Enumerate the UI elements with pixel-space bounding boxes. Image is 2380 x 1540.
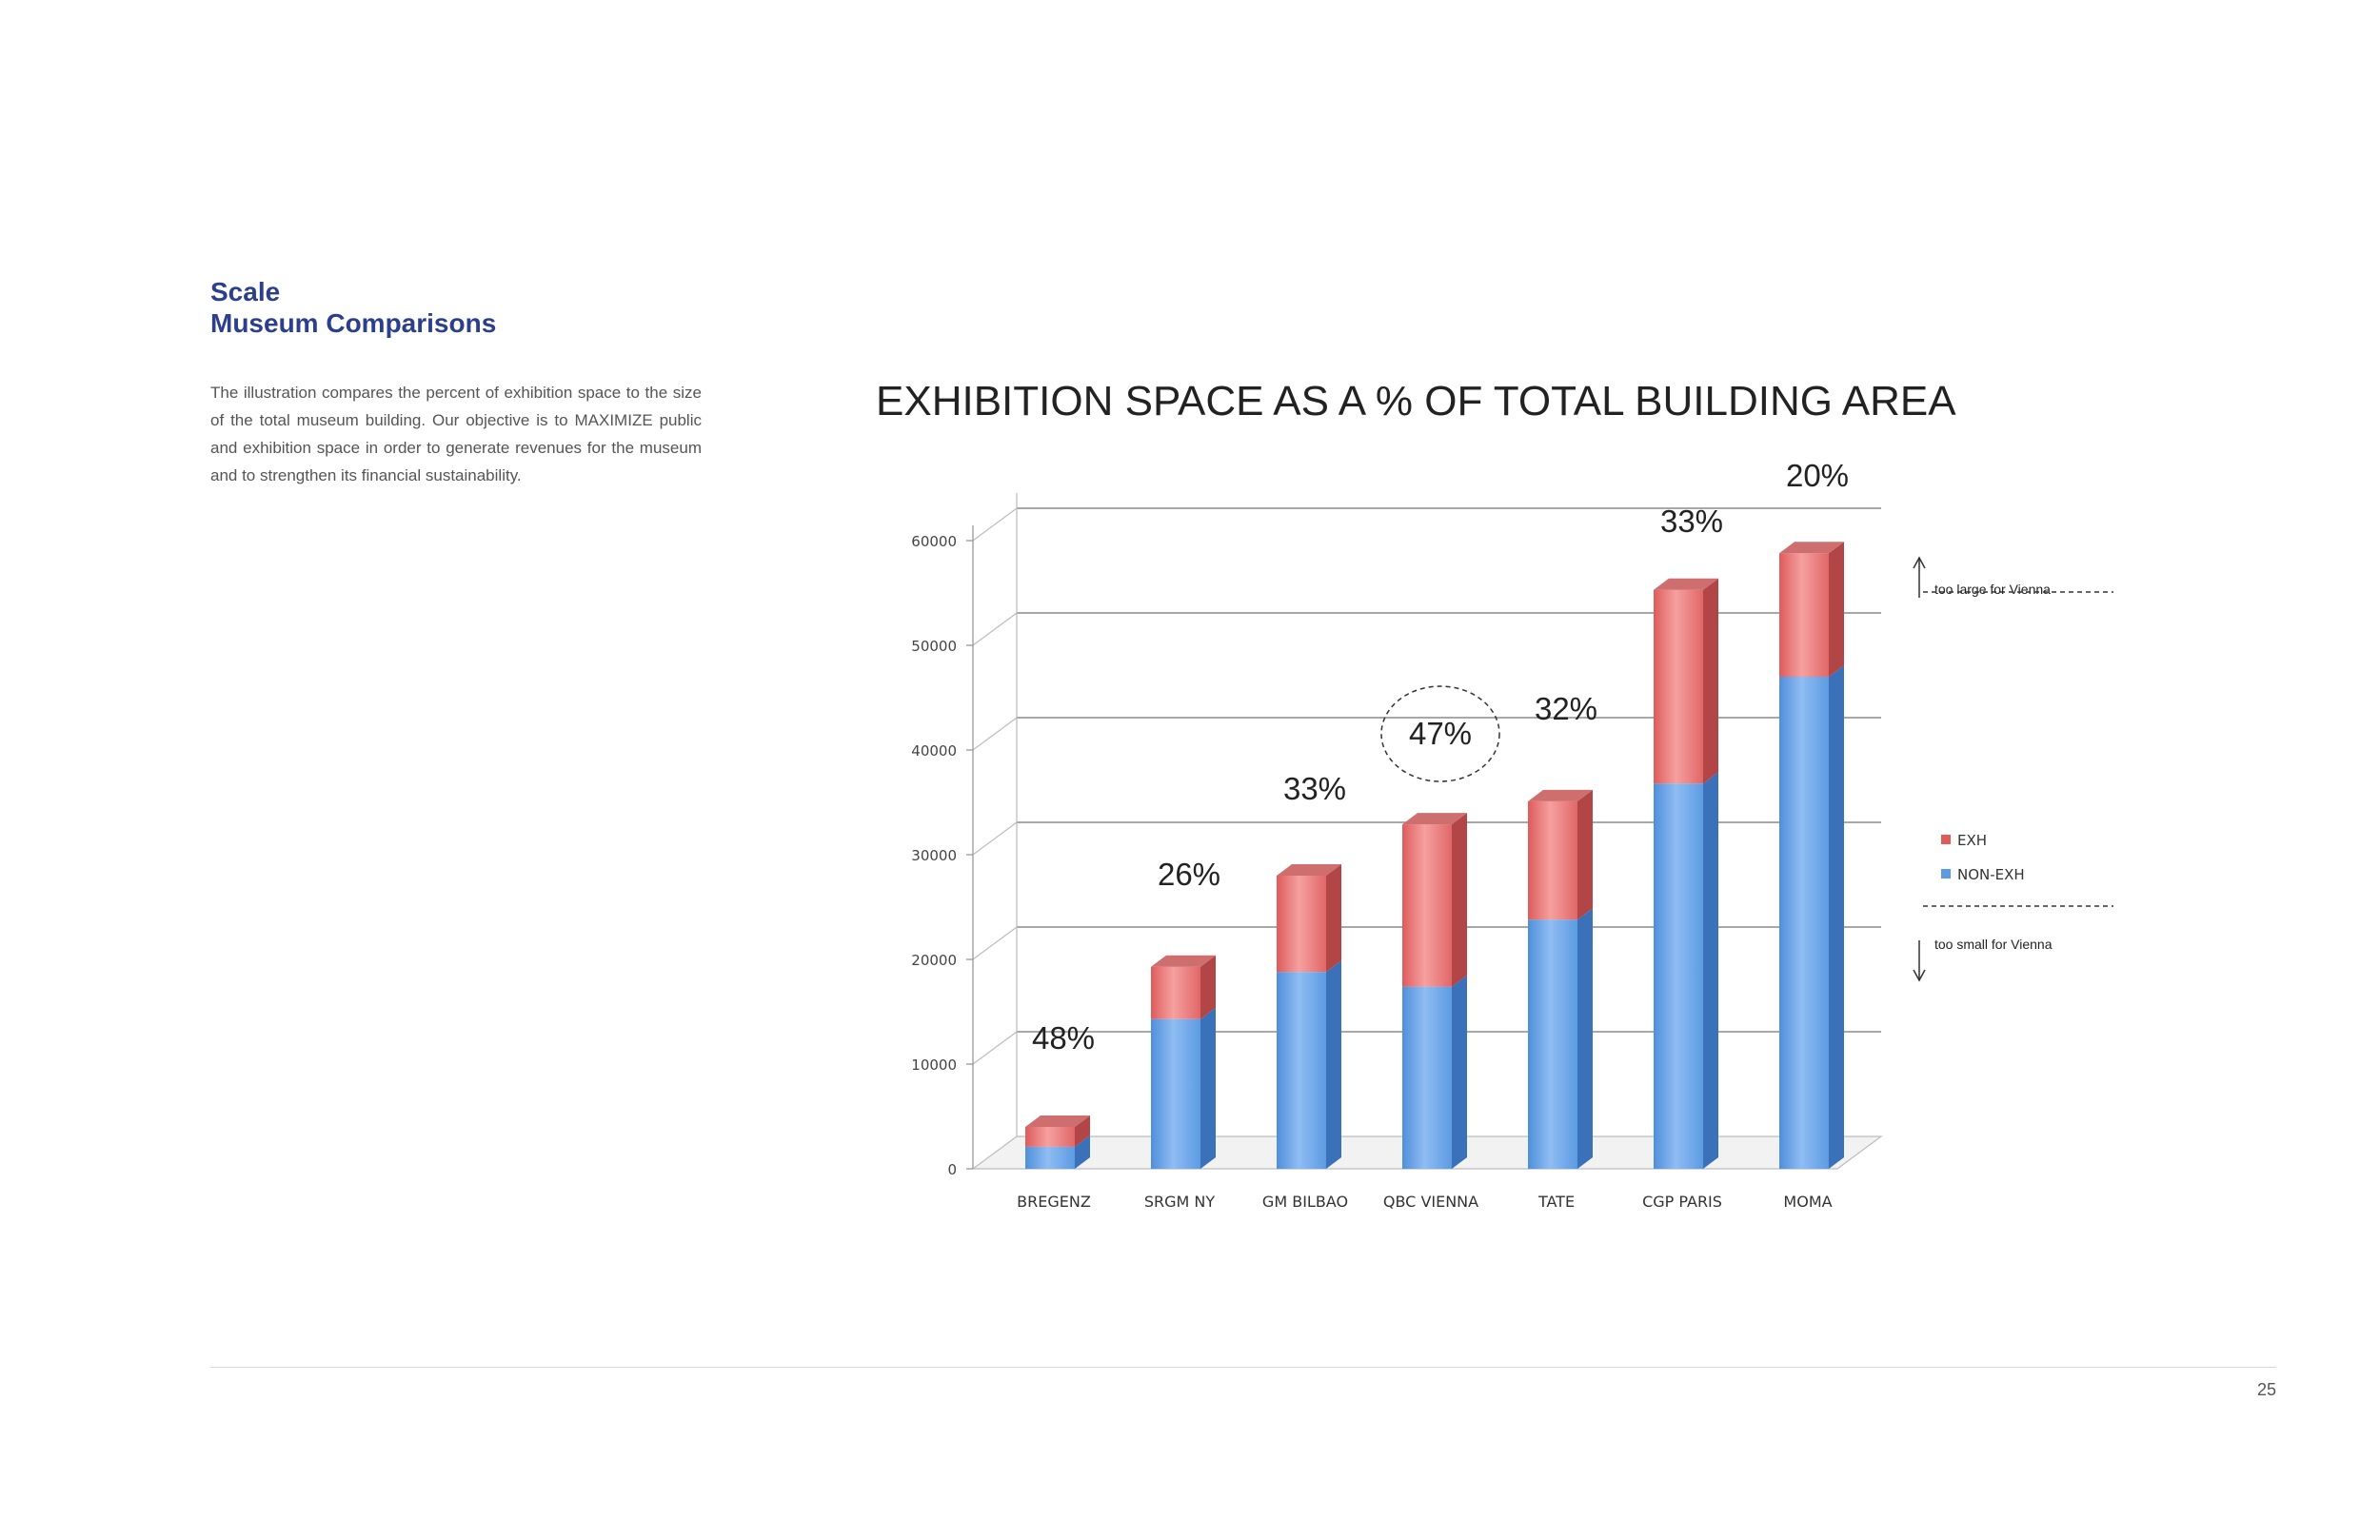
- chart-legend: EXH NON-EXH: [1941, 832, 2025, 883]
- bar-exh-bregenz: [1025, 1127, 1075, 1147]
- bar-exh-tate: [1528, 800, 1577, 920]
- x-category-label: GM BILBAO: [1262, 1193, 1348, 1211]
- bar-side-exh: [1200, 955, 1216, 1019]
- percent-label: 20%: [1786, 458, 1849, 493]
- chart-bars: [1025, 542, 1844, 1169]
- threshold-label-upper: too large for Vienna: [1934, 582, 2051, 597]
- threshold-label-lower: too small for Vienna: [1934, 937, 2053, 952]
- x-category-label: MOMA: [1783, 1193, 1832, 1211]
- bar-side-exh: [1577, 789, 1593, 920]
- bar-top: [1402, 813, 1467, 825]
- chart-annotations: too large for Vienna too small for Vienn…: [1380, 556, 2113, 982]
- percent-label: 32%: [1535, 691, 1597, 726]
- bar-side-exh: [1829, 542, 1844, 677]
- gridline-wall: [972, 926, 1018, 960]
- y-tick-label: 20000: [911, 952, 957, 969]
- y-tick-label: 60000: [911, 533, 957, 550]
- y-tick-label: 30000: [911, 847, 957, 864]
- percent-label: 47%: [1409, 716, 1472, 751]
- bar-side-non-exh: [1452, 975, 1467, 1169]
- percent-label: 33%: [1660, 503, 1723, 539]
- y-tick-label: 50000: [911, 638, 957, 655]
- bar-side-non-exh: [1200, 1007, 1216, 1169]
- gridline-wall: [972, 717, 1018, 751]
- y-tick-label: 40000: [911, 742, 957, 760]
- y-tick-label: 0: [947, 1161, 957, 1178]
- gridline-wall: [972, 821, 1018, 856]
- arrow-up-head-icon: [1913, 556, 1926, 569]
- legend-label-non-exh: NON-EXH: [1957, 866, 2025, 883]
- percent-label: 48%: [1032, 1020, 1095, 1056]
- bar-exh-srgm-ny: [1151, 966, 1200, 1019]
- gridline-wall: [972, 1031, 1018, 1065]
- bar-exh-gm-bilbao: [1277, 876, 1326, 973]
- bar-exh-qbc-vienna: [1402, 824, 1452, 987]
- gridline-wall: [972, 612, 1018, 646]
- bar-side-exh: [1075, 1116, 1090, 1147]
- legend-swatch-non-exh: [1941, 869, 1951, 879]
- percent-label: 26%: [1158, 857, 1220, 892]
- x-category-label: CGP PARIS: [1642, 1193, 1722, 1211]
- bar-top: [1277, 864, 1341, 876]
- description-text: The illustration compares the percent of…: [210, 384, 702, 484]
- bar-side-non-exh: [1075, 1135, 1090, 1169]
- bar-exh-cgp-paris: [1654, 589, 1703, 784]
- footer-rule: [210, 1367, 2276, 1368]
- section-heading: Scale Museum Comparisons: [210, 276, 496, 339]
- bar-non-exh-moma: [1779, 677, 1829, 1169]
- gridline-wall: [972, 507, 1018, 542]
- bar-non-exh-qbc-vienna: [1402, 986, 1452, 1169]
- bar-non-exh-gm-bilbao: [1277, 972, 1326, 1169]
- arrow-down-head-icon: [1913, 969, 1926, 982]
- bar-top: [1528, 789, 1593, 801]
- bar-top: [1025, 1116, 1090, 1127]
- y-tick-label: 10000: [911, 1056, 957, 1074]
- chart-title: EXHIBITION SPACE AS A % OF TOTAL BUILDIN…: [876, 378, 1956, 424]
- x-category-label: SRGM NY: [1144, 1193, 1216, 1211]
- bar-non-exh-tate: [1528, 919, 1577, 1169]
- legend-swatch-exh: [1941, 835, 1951, 844]
- bar-non-exh-bregenz: [1025, 1146, 1075, 1169]
- legend-label-exh: EXH: [1957, 832, 1987, 849]
- bar-non-exh-srgm-ny: [1151, 1018, 1200, 1169]
- x-category-label: BREGENZ: [1017, 1193, 1091, 1211]
- bar-top: [1151, 955, 1216, 967]
- bar-top: [1779, 542, 1844, 554]
- bar-side-exh: [1452, 813, 1467, 987]
- bar-side-non-exh: [1829, 665, 1844, 1169]
- heading-scale: Scale: [210, 277, 281, 306]
- bar-top: [1654, 578, 1718, 590]
- bar-non-exh-cgp-paris: [1654, 783, 1703, 1169]
- bar-side-exh: [1703, 578, 1718, 784]
- bar-exh-moma: [1779, 553, 1829, 677]
- x-category-label: QBC VIENNA: [1383, 1193, 1478, 1211]
- percent-label: 33%: [1283, 771, 1346, 806]
- heading-museum-comparisons: Museum Comparisons: [210, 308, 497, 338]
- y-axis: 0 10000 20000 30000 40000 50000 60000: [911, 493, 1018, 1178]
- highlight-circle: [1380, 685, 1500, 782]
- page-number: 25: [2256, 1380, 2276, 1399]
- bar-side-non-exh: [1577, 908, 1593, 1169]
- bar-side-non-exh: [1326, 960, 1341, 1169]
- bar-side-non-exh: [1703, 772, 1718, 1169]
- x-category-label: TATE: [1537, 1193, 1575, 1211]
- chart-labels: BREGENZ 48% SRGM NY 26% GM BILBAO 33% QBC VIEN…: [1017, 458, 1849, 1211]
- bar-side-exh: [1326, 864, 1341, 973]
